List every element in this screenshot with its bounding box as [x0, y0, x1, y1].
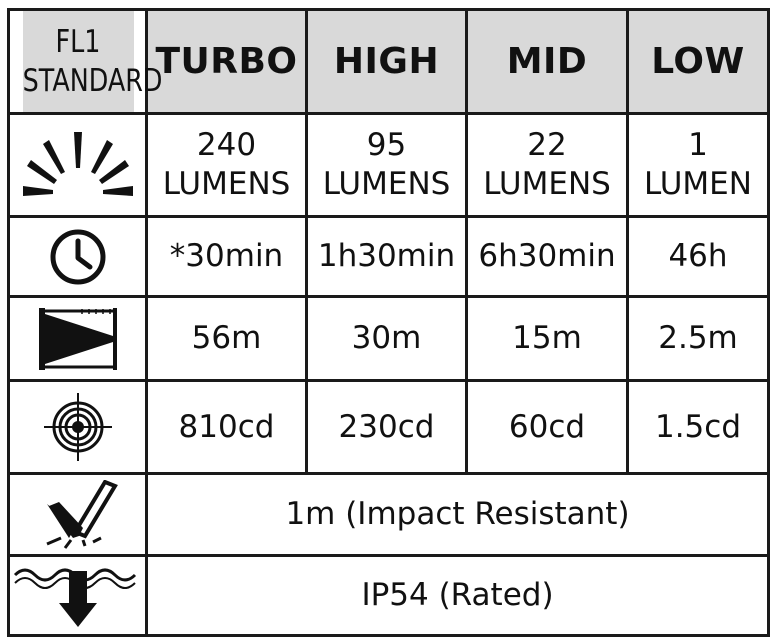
- runtime-turbo: *30min: [145, 215, 308, 298]
- intensity-turbo: 810cd: [145, 379, 308, 475]
- water-row: IP54 (Rated): [7, 554, 770, 637]
- target-icon: [43, 393, 112, 461]
- mode-turbo-header: TURBO: [145, 8, 308, 115]
- runtime-row: *30min 1h30min 6h30min 46h: [7, 215, 770, 298]
- output-mid: 22 LUMENS: [465, 112, 629, 218]
- header-row: FL1 STANDARD TURBO HIGH MID LOW: [9, 8, 770, 115]
- model-name: FL1: [55, 23, 100, 60]
- model-standard: STANDARD: [22, 62, 162, 99]
- sun-rays-icon: [22, 132, 133, 196]
- beam-high: 30m: [305, 295, 468, 382]
- impact-row: 1m (Impact Resistant): [7, 472, 770, 557]
- mode-mid-header: MID: [465, 8, 629, 115]
- beam-turbo: 56m: [145, 295, 308, 382]
- beam-mid: 15m: [465, 295, 629, 382]
- clock-icon: [50, 229, 105, 284]
- water-icon-cell: [7, 554, 148, 637]
- mode-low-header: LOW: [626, 8, 770, 115]
- intensity-mid: 60cd: [465, 379, 629, 475]
- output-icon-cell: [7, 112, 148, 218]
- peak-intensity-row: 810cd 230cd 60cd 1.5cd: [7, 379, 770, 475]
- runtime-mid: 6h30min: [465, 215, 629, 298]
- beam-distance-icon-cell: [7, 295, 148, 382]
- beam-low: 2.5m: [626, 295, 770, 382]
- water-value: IP54 (Rated): [145, 554, 770, 637]
- water-resistance-icon: [13, 568, 136, 627]
- runtime-high: 1h30min: [305, 215, 468, 298]
- intensity-low: 1.5cd: [626, 379, 770, 475]
- beam-distance-row: 56m 30m 15m 2.5m: [7, 295, 770, 382]
- runtime-icon-cell: [7, 215, 148, 298]
- peak-intensity-icon-cell: [7, 379, 148, 475]
- output-turbo: 240 LUMENS: [145, 112, 308, 218]
- model-standard-cell: FL1 STANDARD: [19, 8, 162, 115]
- output-high: 95 LUMENS: [305, 112, 468, 218]
- output-low: 1 LUMEN: [626, 112, 770, 218]
- impact-value: 1m (Impact Resistant): [145, 472, 770, 557]
- intensity-high: 230cd: [305, 379, 468, 475]
- mode-high-header: HIGH: [305, 8, 468, 115]
- flashlight-spec-table: FL1 STANDARD TURBO HIGH MID LOW 240 LUME…: [7, 8, 770, 637]
- runtime-low: 46h: [626, 215, 770, 298]
- output-row: 240 LUMENS 95 LUMENS 22 LUMENS 1 LUMEN: [7, 112, 770, 218]
- beam-distance-icon: [38, 307, 117, 370]
- impact-resistance-icon: [45, 479, 118, 549]
- impact-icon-cell: [7, 472, 148, 557]
